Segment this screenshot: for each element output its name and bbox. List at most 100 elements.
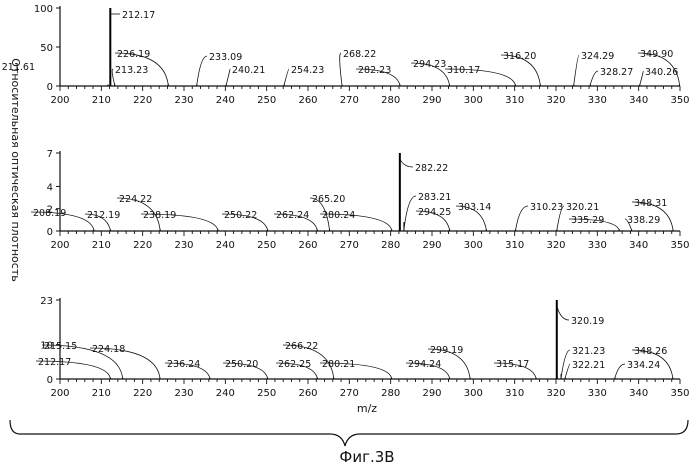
peak-leader <box>516 206 528 230</box>
x-tick-label: 350 <box>670 95 689 106</box>
x-tick-label: 200 <box>50 95 69 106</box>
peak-leader <box>640 71 643 85</box>
x-tick-label: 330 <box>588 95 607 106</box>
peak-label: 280.21 <box>322 359 355 370</box>
peak-leader <box>615 364 625 378</box>
peak-label: 294.24 <box>408 359 441 370</box>
peak-label: 226.19 <box>117 49 150 60</box>
spectrum-panel-3: 2002102202302402502602702802903003103203… <box>36 296 690 399</box>
peak-label: 348.31 <box>634 198 667 209</box>
x-tick-label: 270 <box>340 95 359 106</box>
x-tick-label: 310 <box>505 240 524 251</box>
spectrum-panel-2: 2002102202302402502602702802903003103203… <box>31 149 690 251</box>
x-tick-label: 350 <box>670 240 689 251</box>
peak-leader <box>284 69 289 85</box>
peak-label: 262.25 <box>278 359 311 370</box>
peak-label: 212.17 <box>122 10 155 21</box>
y-tick-label: 100 <box>34 4 53 15</box>
peak-label: 328.27 <box>600 67 633 78</box>
x-tick-label: 350 <box>670 388 689 399</box>
peak-label: 294.25 <box>418 207 451 218</box>
x-tick-label: 220 <box>133 95 152 106</box>
peak-label: 262.24 <box>276 210 309 221</box>
x-tick-label: 320 <box>546 388 565 399</box>
peak-leader <box>565 364 570 378</box>
peak-label: 338.29 <box>627 215 660 226</box>
x-tick-label: 210 <box>92 240 111 251</box>
peak-label: 282.22 <box>415 163 448 174</box>
y-tick-label: 0 <box>47 227 53 238</box>
mass-spectra-figure: 2002102202302402502602702802903003103203… <box>0 0 699 469</box>
y-tick-label: 0 <box>47 82 53 93</box>
figure-brace <box>10 420 688 446</box>
x-tick-label: 270 <box>340 388 359 399</box>
x-tick-label: 340 <box>629 95 648 106</box>
x-tick-label: 340 <box>629 240 648 251</box>
peak-leader <box>557 306 569 320</box>
x-tick-label: 250 <box>257 388 276 399</box>
peak-label: 283.21 <box>418 192 451 203</box>
peak-label: 266.22 <box>285 341 318 352</box>
peak-label: 320.21 <box>566 202 599 213</box>
y-tick-label: 4 <box>47 182 53 193</box>
x-tick-label: 240 <box>216 95 235 106</box>
x-tick-label: 260 <box>298 240 317 251</box>
peak-label: 224.18 <box>92 344 125 355</box>
y-tick-label: 23 <box>40 296 53 307</box>
peak-label: 315.17 <box>496 359 529 370</box>
peak-label: 208.19 <box>33 208 66 219</box>
peak-label: 233.09 <box>209 52 242 63</box>
x-tick-label: 290 <box>422 388 441 399</box>
x-tick-label: 200 <box>50 240 69 251</box>
y-tick-label: 0 <box>47 375 53 386</box>
x-tick-label: 220 <box>133 240 152 251</box>
x-tick-label: 230 <box>174 95 193 106</box>
x-tick-label: 210 <box>92 388 111 399</box>
peak-label: 322.21 <box>572 360 605 371</box>
peak-leader <box>226 69 230 85</box>
x-tick-label: 280 <box>381 95 400 106</box>
x-tick-label: 240 <box>216 388 235 399</box>
peak-label: 236.24 <box>167 359 200 370</box>
peak-leader <box>574 55 579 85</box>
x-tick-label: 210 <box>92 95 111 106</box>
peak-label: 224.22 <box>119 194 152 205</box>
x-tick-label: 330 <box>588 388 607 399</box>
x-tick-label: 240 <box>216 240 235 251</box>
peak-label: 282.23 <box>358 65 391 76</box>
spectrum-panels: 2002102202302402502602702802903003103203… <box>2 4 690 399</box>
peak-leader <box>561 350 570 378</box>
peak-label: 294.23 <box>413 59 446 70</box>
x-tick-label: 280 <box>381 388 400 399</box>
peak-label: 250.20 <box>225 359 258 370</box>
peak-leader <box>197 56 207 85</box>
peak-leader <box>340 53 342 85</box>
x-tick-label: 300 <box>464 240 483 251</box>
peak-leader <box>590 71 598 85</box>
x-tick-label: 260 <box>298 95 317 106</box>
peak-label: 212.19 <box>87 210 120 221</box>
peak-label: 240.21 <box>232 65 265 76</box>
x-tick-label: 250 <box>257 95 276 106</box>
peak-label: 254.23 <box>291 65 324 76</box>
x-tick-label: 340 <box>629 388 648 399</box>
x-tick-label: 290 <box>422 240 441 251</box>
x-tick-label: 290 <box>422 95 441 106</box>
x-tick-label: 310 <box>505 95 524 106</box>
peak-label: 303.14 <box>458 202 491 213</box>
x-tick-label: 330 <box>588 240 607 251</box>
peak-label: 316.20 <box>503 51 536 62</box>
peak-label: 334.24 <box>627 360 660 371</box>
peak-label: 349.90 <box>640 49 673 60</box>
x-tick-label: 230 <box>174 240 193 251</box>
peak-label: 212.17 <box>38 357 71 368</box>
y-tick-label: 7 <box>47 149 53 160</box>
spectrum-panel-1: 2002102202302402502602702802903003103203… <box>2 4 690 106</box>
peak-leader <box>400 159 413 167</box>
peak-label: 348.26 <box>634 346 667 357</box>
y-tick-label: 50 <box>40 43 53 54</box>
peak-label: 238.19 <box>143 210 176 221</box>
peak-label: 299.19 <box>430 345 463 356</box>
peak-leader <box>404 196 416 230</box>
peak-label: 320.19 <box>571 316 604 327</box>
